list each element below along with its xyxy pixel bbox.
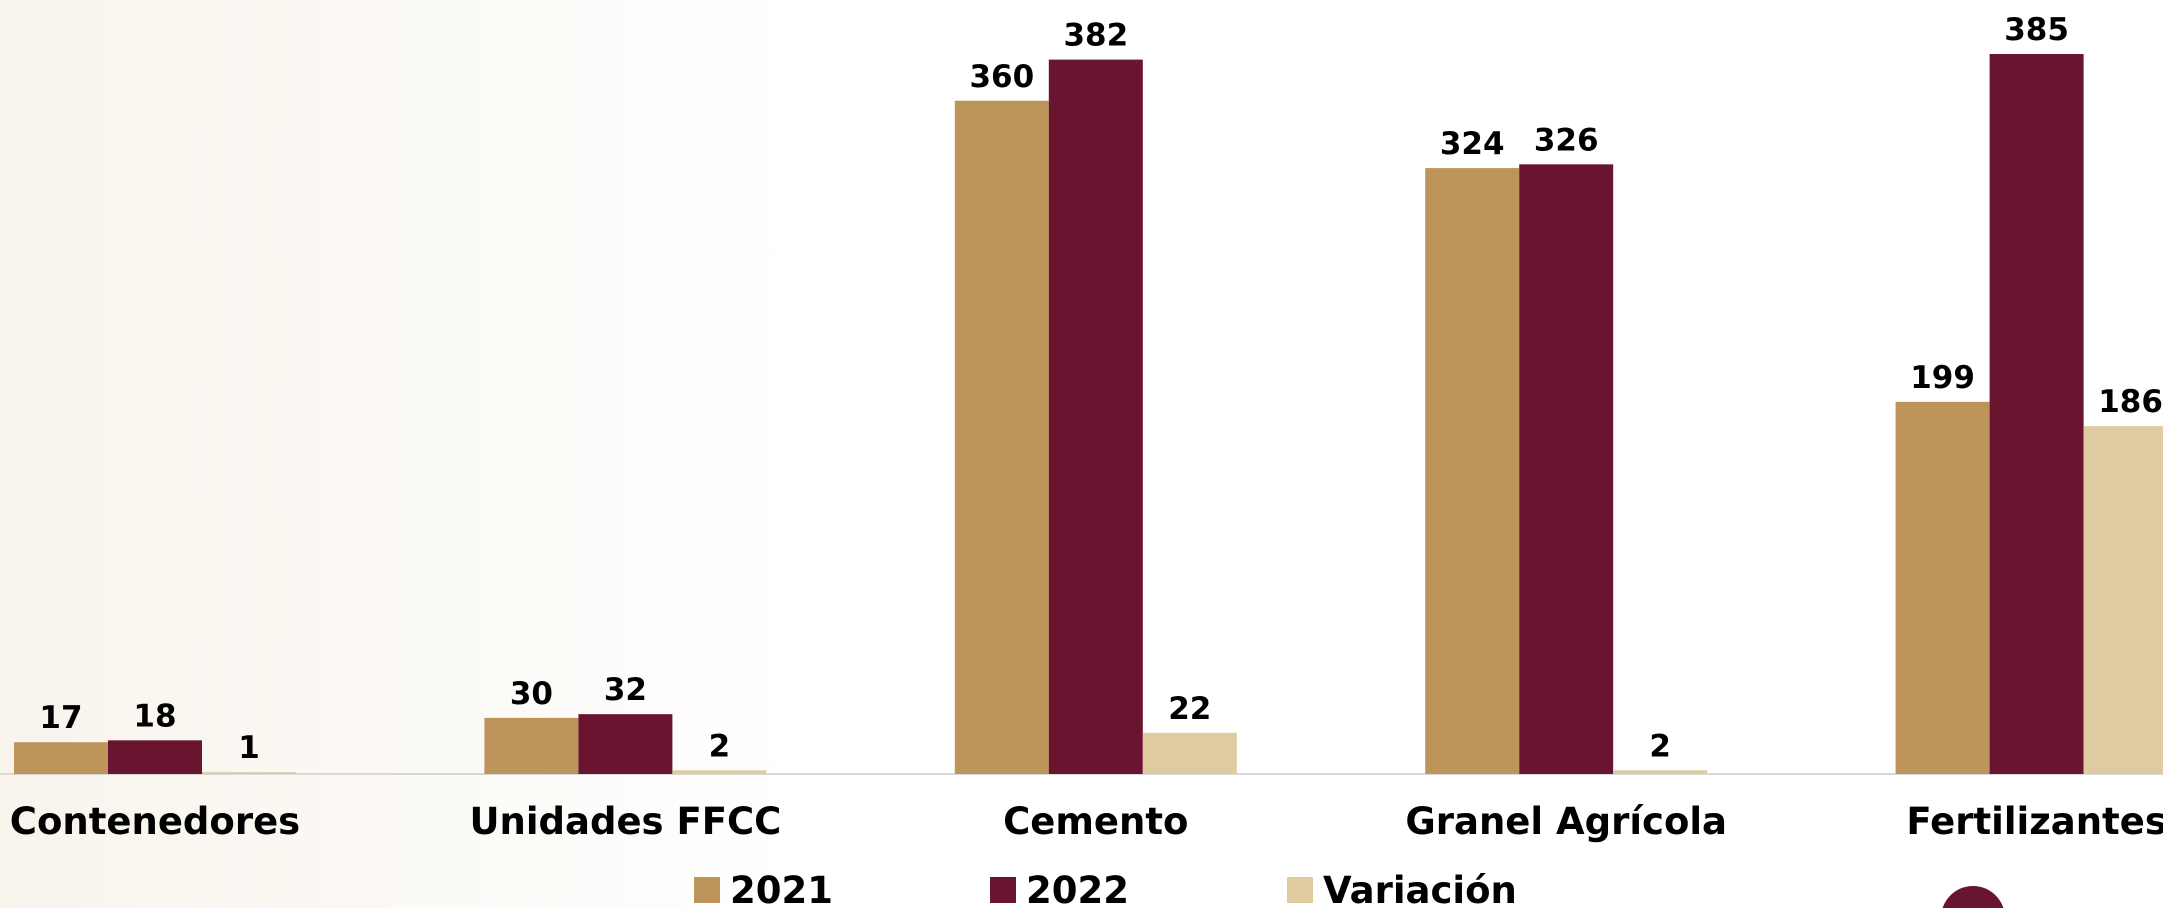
- bar: [672, 770, 767, 774]
- x-tick-label: Fertilizantes: [1906, 800, 2163, 843]
- bar: [14, 742, 108, 774]
- data-label: 385: [2004, 12, 2069, 48]
- data-label: 199: [1910, 360, 1975, 396]
- data-label: 326: [1534, 122, 1599, 158]
- bar: [1519, 164, 1614, 775]
- data-label: 324: [1440, 126, 1505, 162]
- bar: [2083, 426, 2163, 774]
- data-label: 186: [2098, 384, 2163, 420]
- data-label: 382: [1063, 18, 1128, 54]
- legend-swatch: [1287, 877, 1313, 903]
- bar: [954, 100, 1049, 775]
- x-tick-label: Granel Agrícola: [1405, 800, 1727, 843]
- bar: [1989, 54, 2084, 774]
- bar: [484, 717, 579, 774]
- logo: [1942, 886, 2004, 908]
- bar: [1895, 401, 1990, 774]
- legend-label: 2022: [1026, 869, 1129, 908]
- data-label: 2: [1649, 728, 1671, 764]
- data-label: 32: [604, 672, 647, 708]
- legend-swatch: [990, 877, 1016, 903]
- bar: [108, 740, 202, 774]
- legend-swatch: [694, 877, 720, 903]
- legend-label: Variación: [1323, 869, 1517, 908]
- x-tick-label: Contenedores: [10, 800, 300, 843]
- data-label: 2: [709, 728, 731, 764]
- bar: [1048, 59, 1143, 774]
- bar: [1613, 770, 1708, 774]
- bar: [1425, 168, 1520, 774]
- data-label: 17: [39, 700, 82, 736]
- data-label: 22: [1168, 691, 1211, 727]
- bar: [202, 772, 296, 774]
- data-label: 360: [969, 59, 1034, 95]
- x-tick-label: Unidades FFCC: [469, 800, 781, 843]
- bar: [1142, 732, 1237, 774]
- legend-label: 2021: [730, 869, 833, 908]
- data-label: 30: [510, 676, 553, 712]
- bar: [578, 714, 673, 774]
- data-label: 18: [133, 698, 176, 734]
- x-tick-label: Cemento: [1003, 800, 1188, 843]
- data-label: 1: [238, 730, 260, 766]
